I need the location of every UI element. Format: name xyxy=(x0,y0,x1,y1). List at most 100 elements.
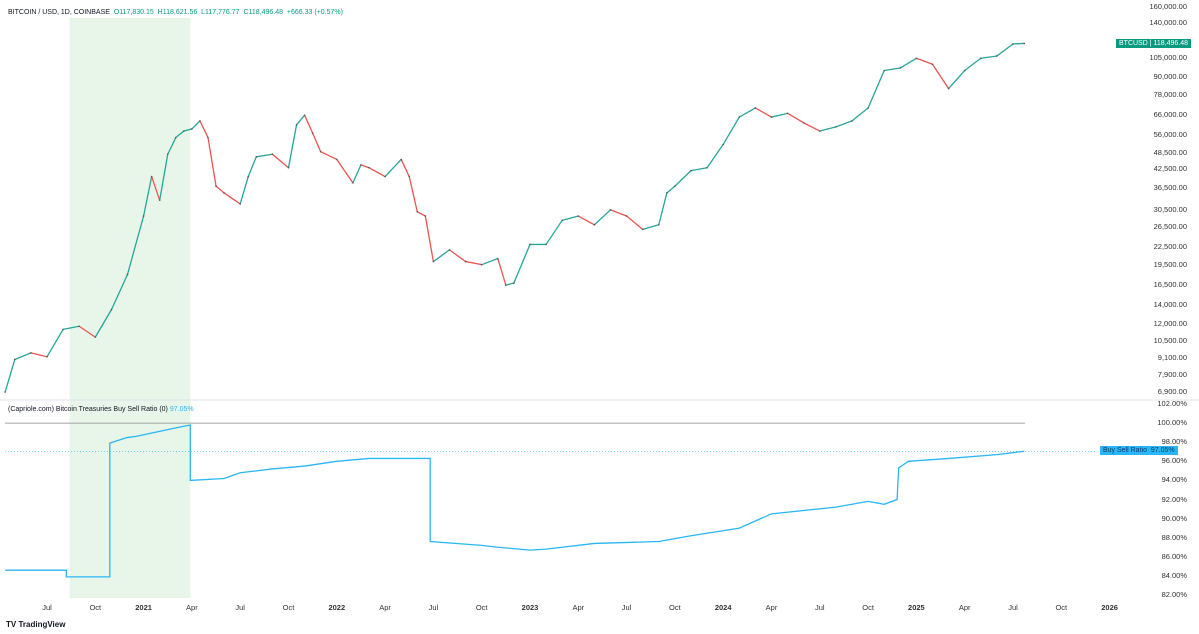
price-segment xyxy=(577,215,595,226)
time-axis-label: 2023 xyxy=(521,603,539,612)
time-axis-label: Oct xyxy=(862,603,874,612)
price-point xyxy=(4,391,6,393)
price-segment xyxy=(481,257,499,266)
price-segment xyxy=(199,120,209,138)
price-segment xyxy=(738,107,756,118)
price-segment xyxy=(449,249,466,263)
price-point xyxy=(207,136,209,139)
time-axis-label: Jul xyxy=(235,603,245,612)
open-value: O117,830.15 xyxy=(113,9,154,16)
price-segment xyxy=(417,211,426,217)
price-segment xyxy=(14,352,32,361)
price-segment xyxy=(256,153,273,158)
time-axis-label: 2022 xyxy=(328,603,346,612)
price-point xyxy=(150,175,153,178)
price-segment xyxy=(884,67,901,72)
price-segment xyxy=(562,215,579,221)
price-tag-value: 118,496.48 xyxy=(1153,40,1189,47)
price-point xyxy=(464,260,467,263)
price-point xyxy=(408,175,411,178)
ratio-axis-label: 92.00% xyxy=(1161,494,1187,504)
price-segment xyxy=(916,57,933,65)
price-segment xyxy=(980,55,997,59)
ratio-axis-label: 86.00% xyxy=(1161,551,1187,561)
price-segment xyxy=(304,114,314,134)
price-segment xyxy=(706,144,724,169)
price-point xyxy=(674,185,676,187)
price-point xyxy=(996,55,998,57)
price-axis-label: 10,500.00 xyxy=(1153,335,1187,345)
price-segment xyxy=(771,112,788,118)
ratio-tag-label: Buy Sell Ratio xyxy=(1103,447,1147,454)
price-axis-label: 22,500.00 xyxy=(1153,242,1187,252)
price-tag-label: BTCUSD xyxy=(1119,40,1148,47)
price-point xyxy=(336,158,338,161)
price-segment xyxy=(94,309,112,338)
price-segment xyxy=(658,192,668,225)
price-segment xyxy=(948,70,966,90)
price-point xyxy=(158,199,161,201)
price-axis-label: 66,000.00 xyxy=(1153,110,1187,120)
price-point xyxy=(867,107,869,109)
price-point xyxy=(641,228,644,231)
price-point xyxy=(851,120,853,122)
price-segment xyxy=(368,167,386,178)
time-axis-label: Jul xyxy=(1008,603,1018,612)
price-point xyxy=(110,308,113,311)
price-point xyxy=(931,63,934,66)
price-point xyxy=(126,273,129,276)
price-segment xyxy=(271,153,289,169)
price-point xyxy=(666,192,668,194)
price-point xyxy=(384,175,386,178)
price-point xyxy=(295,124,298,126)
price-point xyxy=(786,112,789,115)
price-point xyxy=(255,156,258,158)
indicator-value: 97.05% xyxy=(169,406,194,413)
price-segment xyxy=(755,107,772,118)
price-segment xyxy=(78,325,96,338)
ratio-axis-label: 96.00% xyxy=(1161,456,1187,466)
price-segment xyxy=(223,192,241,205)
price-point xyxy=(915,57,918,60)
price-segment xyxy=(433,249,450,263)
price-segment xyxy=(336,159,354,184)
change-value: +666.33 (+0.57%) xyxy=(286,9,343,16)
tradingview-logo[interactable]: TV TradingView xyxy=(6,620,66,629)
price-point xyxy=(577,215,580,217)
price-axis-label: 26,500.00 xyxy=(1153,222,1187,232)
ratio-line xyxy=(5,424,1025,578)
price-point xyxy=(754,107,757,109)
price-segment xyxy=(247,156,257,177)
price-segment xyxy=(513,244,531,284)
ratio-axis-label: 88.00% xyxy=(1161,532,1187,542)
price-segment xyxy=(465,260,482,266)
price-point xyxy=(424,215,427,217)
time-axis-label: Oct xyxy=(89,603,102,612)
price-point xyxy=(368,166,370,169)
price-axis-label: 140,000.00 xyxy=(1149,18,1187,27)
time-axis-label: Oct xyxy=(1055,603,1068,612)
ratio-axis-label: 90.00% xyxy=(1161,513,1187,523)
time-axis-label: 2021 xyxy=(135,603,152,612)
price-point xyxy=(835,126,837,128)
price-point xyxy=(183,130,185,132)
ratio-axis-label: 98.00% xyxy=(1161,437,1187,447)
symbol-title: BITCOIN / USD, 1D, COINBASE xyxy=(8,9,110,16)
price-point xyxy=(545,243,547,246)
price-point xyxy=(883,69,885,72)
ratio-axis-label: 84.00% xyxy=(1161,570,1187,580)
price-segment xyxy=(175,130,185,139)
price-segment xyxy=(899,57,917,69)
price-axis-label: 12,000.00 xyxy=(1153,319,1187,329)
price-point xyxy=(1023,42,1026,45)
time-axis-label: Apr xyxy=(572,603,585,612)
price-segment xyxy=(167,137,177,155)
price-segment xyxy=(610,209,627,217)
time-axis-label: 2026 xyxy=(1101,603,1118,612)
price-segment xyxy=(674,170,692,187)
price-segment xyxy=(207,137,217,187)
price-axis-label: 90,000.00 xyxy=(1153,72,1187,82)
price-point xyxy=(561,219,563,222)
